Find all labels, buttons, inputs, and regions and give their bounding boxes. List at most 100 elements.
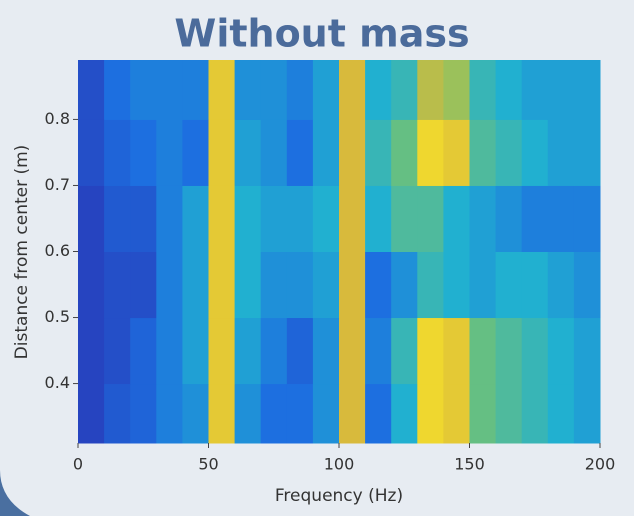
heatmap-cell	[182, 185, 209, 252]
x-tick-label: 100	[324, 455, 355, 474]
heatmap-cell	[312, 185, 340, 252]
heatmap-cell	[182, 383, 209, 444]
heatmap-cell	[156, 60, 183, 120]
heatmap-cell	[339, 317, 366, 385]
heatmap-cell	[443, 60, 470, 120]
heatmap-cell	[286, 383, 314, 444]
heatmap-cell	[78, 317, 105, 385]
heatmap-cell	[443, 185, 470, 252]
heatmap-cell	[182, 119, 209, 186]
heatmap-cell	[495, 251, 523, 319]
heatmap-cell	[234, 383, 262, 444]
heatmap-cell	[286, 251, 314, 319]
heatmap-cell	[234, 119, 262, 186]
heatmap-cell	[573, 60, 601, 120]
heatmap-cell	[130, 119, 157, 186]
heatmap-cell	[130, 251, 157, 319]
heatmap-cell	[469, 185, 497, 252]
heatmap-cell	[234, 60, 262, 120]
heatmap-cell	[260, 251, 288, 319]
heatmap-cell	[365, 251, 392, 319]
x-tick-label: 200	[585, 455, 616, 474]
heatmap-cell	[391, 60, 418, 120]
heatmap-cell	[521, 251, 549, 319]
heatmap-cell	[417, 383, 444, 444]
heatmap-cell	[208, 60, 236, 120]
heatmap-cell	[182, 317, 209, 385]
heatmap-cell	[521, 60, 549, 120]
heatmap-cell	[104, 185, 131, 252]
heatmap-cell	[156, 251, 183, 319]
heatmap-cell	[547, 60, 575, 120]
heatmap-cell	[443, 251, 470, 319]
heatmap-cell	[234, 185, 262, 252]
heatmap-cell	[312, 383, 340, 444]
heatmap-cell	[339, 383, 366, 444]
heatmap-cell	[469, 317, 497, 385]
y-axis-label: Distance from center (m)	[12, 145, 32, 360]
x-tick-label: 150	[454, 455, 485, 474]
heatmap-cell	[130, 60, 157, 120]
heatmap-cell	[312, 251, 340, 319]
heatmap-cell	[573, 383, 601, 444]
heatmap-cell	[260, 60, 288, 120]
heatmap-cell	[104, 60, 131, 120]
heatmap-cell	[286, 317, 314, 385]
heatmap-cell	[339, 119, 366, 186]
heatmap-cell	[495, 60, 523, 120]
y-tick-label: 0.4	[45, 373, 70, 392]
heatmap-cell	[234, 317, 262, 385]
heatmap-cell	[443, 383, 470, 444]
heatmap-cell	[130, 383, 157, 444]
heatmap-cell	[391, 317, 418, 385]
heatmap-cell	[547, 317, 575, 385]
heatmap-cell	[547, 119, 575, 186]
heatmap-cell	[469, 60, 497, 120]
heatmap-cell	[521, 185, 549, 252]
heatmap-cell	[208, 119, 236, 186]
heatmap-cell	[182, 60, 209, 120]
heatmap-cell	[260, 317, 288, 385]
x-tick-label: 0	[73, 455, 83, 474]
heatmap-cell	[78, 251, 105, 319]
heatmap-cell	[286, 185, 314, 252]
heatmap-cell	[130, 317, 157, 385]
heatmap-cell	[365, 317, 392, 385]
heatmap-cell	[573, 251, 601, 319]
heatmap-cell	[339, 60, 366, 120]
heatmap-cell	[521, 119, 549, 186]
x-axis-label: Frequency (Hz)	[275, 486, 403, 506]
heatmap-cell	[208, 251, 236, 319]
chart-title: Without mass	[174, 12, 469, 56]
y-tick-label: 0.6	[45, 241, 70, 260]
heatmap-cell	[521, 317, 549, 385]
heatmap-cell	[365, 60, 392, 120]
heatmap-cell	[286, 119, 314, 186]
heatmap-cell	[573, 185, 601, 252]
heatmap-cell	[443, 317, 470, 385]
heatmap-cell	[78, 185, 105, 252]
heatmap-cell	[573, 317, 601, 385]
heatmap-cell	[260, 119, 288, 186]
heatmap-cell	[78, 383, 105, 444]
heatmap-cell	[417, 119, 444, 186]
heatmap-cell	[495, 317, 523, 385]
heatmap-cell	[260, 185, 288, 252]
heatmap-cell	[469, 251, 497, 319]
heatmap-cell	[312, 60, 340, 120]
heatmap-cell	[156, 119, 183, 186]
heatmap-cell	[495, 185, 523, 252]
heatmap-cell	[104, 383, 131, 444]
heatmap-cell	[495, 119, 523, 186]
heatmap-cell	[78, 119, 105, 186]
heatmap-cell	[286, 60, 314, 120]
heatmap-cell	[339, 251, 366, 319]
heatmap-cell	[312, 119, 340, 186]
heatmap-cell	[469, 383, 497, 444]
heatmap-cell	[78, 60, 105, 120]
heatmap-cell	[391, 251, 418, 319]
heatmap-cell	[495, 383, 523, 444]
heatmap-cell	[573, 119, 601, 186]
heatmap-cell	[391, 119, 418, 186]
heatmap-cell	[156, 317, 183, 385]
